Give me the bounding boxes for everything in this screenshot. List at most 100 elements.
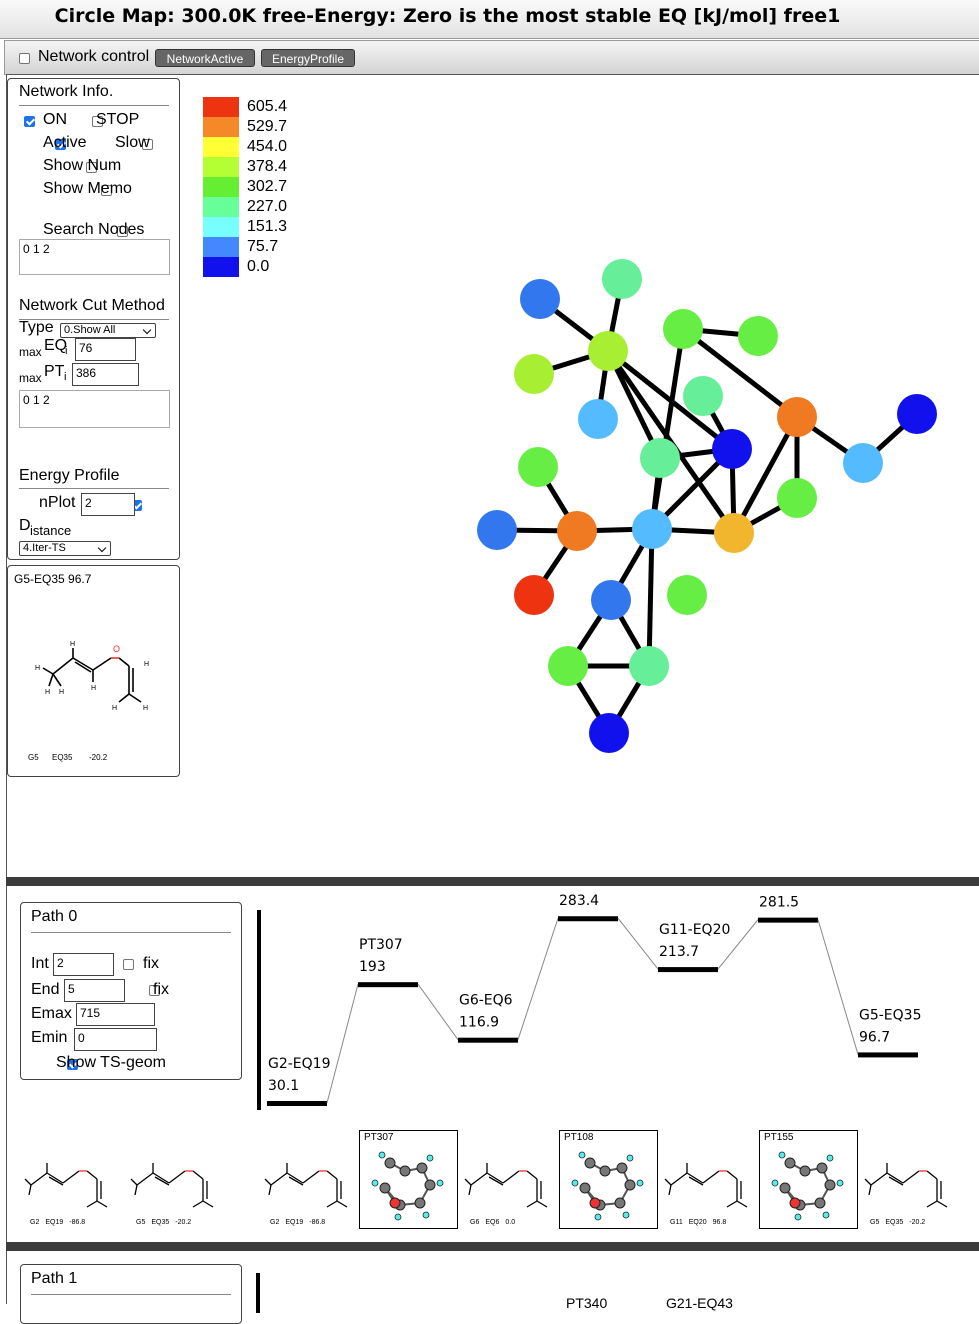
on-checkbox[interactable] bbox=[24, 116, 35, 128]
eq-geometry-thumbnail[interactable]: G6 EQ6 0.0 bbox=[459, 1130, 558, 1229]
ts-molecule-icon bbox=[371, 1151, 444, 1221]
energy-axis bbox=[257, 910, 261, 1110]
profile-level-bar[interactable] bbox=[458, 1037, 518, 1043]
cut-method-textarea[interactable]: 0 1 2 bbox=[19, 390, 170, 428]
max-eq-input[interactable]: 76 bbox=[75, 338, 136, 361]
distance-select[interactable]: 4.Iter-TS bbox=[19, 541, 111, 556]
eq-geometry-thumbnail[interactable]: G5 EQ35 -20.2 bbox=[859, 1130, 958, 1229]
network-node[interactable] bbox=[578, 399, 618, 439]
eq-geometry-thumbnail[interactable]: G5 EQ35 -20.2 bbox=[125, 1130, 224, 1229]
legend-swatch bbox=[203, 237, 239, 257]
profile-level-bar[interactable] bbox=[758, 917, 818, 923]
profile-level-name: PT307 bbox=[359, 937, 403, 953]
network-node[interactable] bbox=[514, 354, 554, 394]
network-graph[interactable] bbox=[7, 75, 979, 875]
stop-checkbox[interactable] bbox=[92, 116, 104, 128]
show-num-checkbox[interactable] bbox=[85, 162, 97, 174]
int-input[interactable]: 2 bbox=[53, 953, 114, 976]
network-node[interactable] bbox=[714, 513, 754, 553]
path-1-controls: Path 1 bbox=[20, 1264, 242, 1324]
profile-level-bar[interactable] bbox=[267, 1101, 327, 1106]
profile-connector bbox=[617, 917, 659, 970]
emax-input[interactable]: 715 bbox=[76, 1003, 155, 1026]
network-node[interactable] bbox=[777, 397, 817, 437]
section-divider[interactable] bbox=[6, 877, 979, 886]
show-ts-checkbox[interactable] bbox=[66, 1059, 78, 1071]
profile-level-bar[interactable] bbox=[558, 916, 618, 922]
search-nodes-checkbox[interactable] bbox=[116, 226, 128, 238]
eq-caption-val: 96.8 bbox=[712, 1219, 727, 1226]
network-node[interactable] bbox=[477, 510, 517, 550]
search-nodes-textarea[interactable]: 0 1 2 bbox=[19, 239, 170, 275]
eq-thumbnail-caption: G5 EQ35 -20.2 bbox=[136, 1219, 197, 1226]
network-node[interactable] bbox=[738, 316, 778, 356]
network-node[interactable] bbox=[667, 575, 707, 615]
type-select[interactable]: 0.Show All bbox=[60, 323, 156, 338]
end-fix-checkbox[interactable] bbox=[149, 985, 161, 997]
eq-geometry-thumbnail[interactable]: G11 EQ20 96.8 bbox=[659, 1130, 758, 1229]
network-info-title: Network Info. bbox=[19, 83, 114, 100]
network-node[interactable] bbox=[520, 279, 560, 319]
network-node[interactable] bbox=[629, 646, 669, 686]
profile-level-name: PT155 bbox=[759, 886, 803, 889]
ts-thumbnail-label: PT155 bbox=[764, 1132, 794, 1143]
network-edge[interactable] bbox=[681, 327, 799, 419]
max-eq-sub-label: max bbox=[19, 345, 42, 359]
network-control-checkbox[interactable] bbox=[19, 53, 30, 65]
eq-caption-g: G5 bbox=[136, 1219, 146, 1226]
end-input[interactable]: 5 bbox=[64, 979, 125, 1002]
show-memo-checkbox[interactable] bbox=[101, 185, 113, 197]
max-pt-input[interactable]: 386 bbox=[72, 363, 139, 386]
ts-geometry-thumbnail[interactable]: PT307 bbox=[359, 1130, 458, 1229]
eq-geometry-thumbnail[interactable]: G2 EQ19 -86.8 bbox=[259, 1130, 358, 1229]
profile-level-bar[interactable] bbox=[658, 967, 718, 973]
network-node[interactable] bbox=[518, 447, 558, 487]
search-nodes-label: Search Nodes bbox=[43, 221, 145, 238]
end-fix-label: fix bbox=[153, 981, 169, 998]
int-fix-label: fix bbox=[143, 955, 159, 972]
active-checkbox[interactable] bbox=[54, 139, 66, 151]
network-node[interactable] bbox=[557, 511, 597, 551]
network-node[interactable] bbox=[588, 331, 628, 371]
network-node[interactable] bbox=[712, 429, 752, 469]
energy-profile-button[interactable]: EnergyProfile bbox=[261, 49, 355, 67]
nplot-input[interactable]: 2 bbox=[81, 493, 135, 516]
network-node[interactable] bbox=[514, 575, 554, 615]
divider bbox=[19, 105, 169, 106]
eq-caption-val: -20.2 bbox=[175, 1219, 192, 1226]
network-node[interactable] bbox=[602, 259, 642, 299]
eq-thumbnail-caption: G2 EQ19 -86.8 bbox=[270, 1219, 331, 1226]
eq-caption-val: 0.0 bbox=[505, 1219, 516, 1226]
eq-geometry-thumbnail[interactable]: G2 EQ19 -86.8 bbox=[19, 1130, 118, 1229]
ts-molecule-icon bbox=[771, 1151, 844, 1221]
section-divider[interactable] bbox=[6, 1242, 979, 1251]
ts-geometry-thumbnail[interactable]: PT155 bbox=[759, 1130, 858, 1229]
profile-level-energy: 281.5 bbox=[759, 895, 799, 911]
network-node[interactable] bbox=[683, 376, 723, 416]
network-edge[interactable] bbox=[731, 415, 800, 535]
network-node[interactable] bbox=[589, 713, 629, 753]
network-node[interactable] bbox=[663, 309, 703, 349]
network-node[interactable] bbox=[777, 478, 817, 518]
ts-molecule-icon bbox=[571, 1151, 644, 1221]
svg-text:H: H bbox=[45, 689, 50, 696]
network-node[interactable] bbox=[591, 580, 631, 620]
profile-level-bar[interactable] bbox=[358, 982, 418, 988]
network-node[interactable] bbox=[640, 438, 680, 478]
profile-level-bar[interactable] bbox=[858, 1052, 918, 1058]
slow-checkbox[interactable] bbox=[142, 139, 154, 151]
eq-molecule-icon bbox=[130, 1163, 214, 1208]
network-active-button[interactable]: NetworkActive bbox=[155, 49, 255, 67]
network-node[interactable] bbox=[632, 509, 672, 549]
emin-input[interactable]: 0 bbox=[74, 1028, 157, 1051]
network-node[interactable] bbox=[897, 394, 937, 434]
legend-swatch bbox=[203, 177, 239, 197]
ts-geometry-thumbnail[interactable]: PT108 bbox=[559, 1130, 658, 1229]
int-fix-checkbox[interactable] bbox=[123, 959, 134, 971]
profile-connector bbox=[717, 919, 759, 970]
network-node[interactable] bbox=[843, 443, 883, 483]
profile-connector bbox=[326, 984, 359, 1104]
network-node[interactable] bbox=[548, 646, 588, 686]
network-edge[interactable] bbox=[646, 528, 655, 667]
profile-level-name: G5-EQ35 bbox=[859, 1007, 922, 1023]
